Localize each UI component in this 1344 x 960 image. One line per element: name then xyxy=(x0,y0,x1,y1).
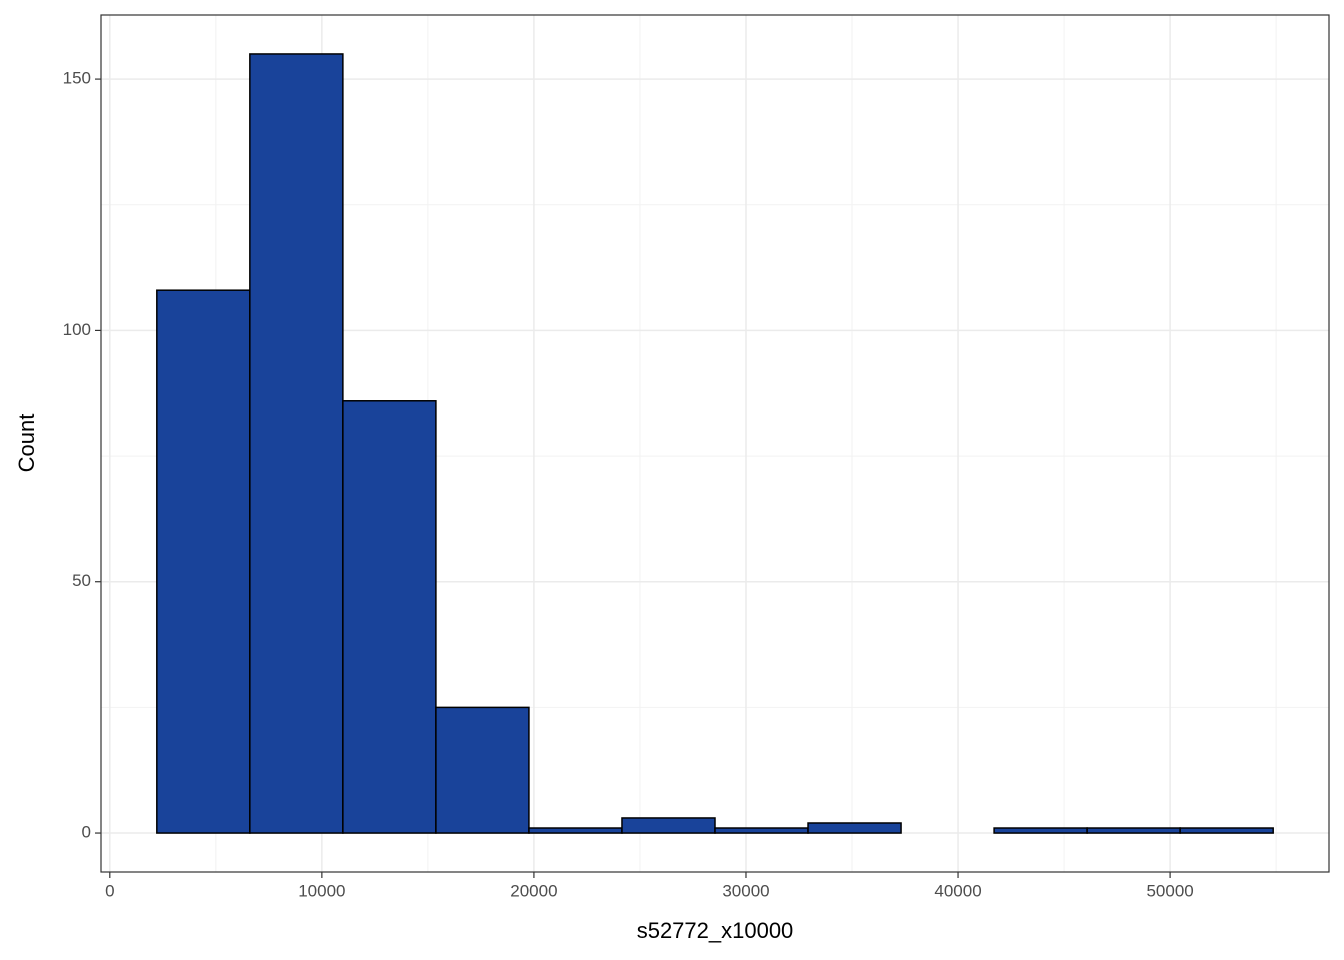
x-tick-label: 30000 xyxy=(722,881,769,900)
bar xyxy=(714,827,809,834)
x-axis-title: s52772_x10000 xyxy=(637,918,794,943)
x-tick-label: 40000 xyxy=(934,881,981,900)
x-tick-label: 20000 xyxy=(510,881,557,900)
x-tick-label: 10000 xyxy=(298,881,345,900)
bar xyxy=(342,400,437,834)
bar xyxy=(528,827,623,834)
x-tick-label: 50000 xyxy=(1146,881,1193,900)
y-tick-label: 150 xyxy=(63,69,91,88)
y-tick-label: 0 xyxy=(82,823,91,842)
y-tick-label: 100 xyxy=(63,320,91,339)
bar xyxy=(993,827,1088,834)
bar xyxy=(1179,827,1274,834)
plot-border xyxy=(100,14,1330,873)
bar xyxy=(435,706,530,834)
bar xyxy=(156,289,251,834)
x-tick-label: 0 xyxy=(105,881,114,900)
bar xyxy=(249,53,344,834)
bar xyxy=(1086,827,1181,834)
bar xyxy=(621,817,716,834)
bar xyxy=(807,822,902,834)
y-axis-title: Count xyxy=(14,414,39,473)
y-tick-label: 50 xyxy=(72,571,91,590)
